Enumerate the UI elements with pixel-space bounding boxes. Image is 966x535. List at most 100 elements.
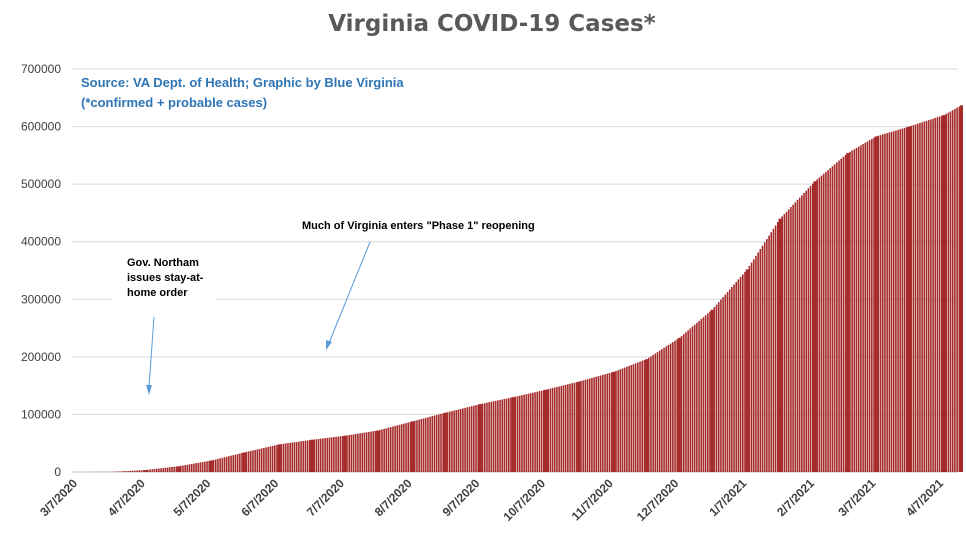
bar — [813, 181, 817, 472]
bar — [199, 462, 202, 472]
bar — [536, 391, 539, 472]
bar — [538, 391, 541, 472]
bar — [234, 454, 237, 472]
bar — [866, 141, 869, 472]
bar — [669, 343, 672, 472]
bar — [392, 426, 394, 472]
source-line-2: (*confirmed + probable cases) — [81, 95, 267, 110]
bar — [254, 449, 256, 472]
bar — [140, 470, 143, 472]
bar — [188, 464, 191, 472]
bar — [494, 400, 497, 472]
bar — [350, 434, 353, 472]
bar — [801, 195, 803, 473]
bar — [949, 111, 952, 472]
bar — [387, 427, 390, 472]
bar — [731, 286, 733, 472]
bar — [385, 428, 388, 472]
chart-title: Virginia COVID-19 Cases* — [328, 11, 655, 37]
bar — [400, 424, 403, 472]
bar — [739, 276, 742, 472]
bar — [252, 450, 254, 472]
bar — [359, 433, 361, 472]
bar — [260, 448, 263, 472]
bar — [343, 435, 347, 472]
bar — [881, 134, 884, 472]
bar — [645, 359, 649, 472]
bar — [844, 154, 847, 472]
bar — [781, 216, 783, 472]
bar — [857, 146, 860, 472]
bar — [888, 132, 891, 472]
bar — [619, 369, 622, 472]
bar — [256, 449, 259, 472]
bar — [560, 385, 563, 472]
bar — [337, 436, 340, 472]
bar — [239, 453, 241, 472]
bar — [263, 447, 265, 472]
bar — [661, 349, 663, 472]
bar — [564, 384, 567, 472]
bar — [295, 441, 298, 472]
bar — [376, 430, 380, 472]
bar — [440, 413, 442, 472]
bar — [796, 199, 799, 472]
bar — [300, 441, 302, 472]
bar — [584, 379, 587, 472]
bar — [394, 425, 396, 472]
bar — [941, 115, 943, 472]
bar — [147, 469, 149, 472]
bar — [501, 399, 504, 472]
bar — [745, 269, 749, 472]
bar — [486, 402, 488, 472]
bar — [895, 130, 897, 473]
bar — [411, 421, 415, 472]
bar — [160, 468, 162, 472]
bar — [932, 118, 934, 472]
annotation-arrow — [148, 316, 155, 388]
bar — [851, 150, 853, 473]
bar — [768, 235, 770, 472]
bar — [184, 465, 186, 472]
bar — [663, 347, 665, 472]
bar — [652, 354, 654, 472]
y-axis-ticks: 0 100000 200000 300000 400000 500000 600000 700… — [21, 62, 61, 479]
bar — [396, 425, 399, 472]
bar — [267, 446, 270, 472]
annotation-arrowhead — [326, 340, 332, 350]
bar — [221, 457, 224, 472]
bar — [208, 460, 211, 472]
bar — [138, 470, 141, 472]
bar — [571, 383, 574, 472]
bar — [510, 397, 512, 472]
bar — [284, 443, 287, 472]
bar — [744, 271, 746, 472]
bar — [588, 378, 591, 472]
bar — [803, 192, 805, 472]
bar — [306, 440, 309, 472]
bar — [525, 394, 528, 472]
bar — [322, 438, 324, 472]
bar — [127, 470, 130, 472]
bar — [505, 398, 508, 472]
bar — [672, 342, 674, 472]
bar — [667, 344, 670, 472]
bar — [242, 452, 246, 472]
bar — [499, 399, 501, 472]
bar — [599, 375, 602, 472]
bar — [173, 466, 176, 472]
bar — [335, 436, 337, 472]
bar — [468, 406, 471, 472]
bar — [527, 393, 530, 472]
bar — [722, 297, 724, 472]
bar — [470, 406, 473, 472]
bar — [707, 313, 709, 472]
bar — [720, 299, 722, 472]
bar — [511, 397, 515, 472]
bar — [643, 360, 646, 472]
bar — [897, 129, 899, 472]
annotation-line: home order — [127, 287, 188, 299]
bar — [623, 367, 626, 472]
bar — [798, 197, 801, 472]
bar — [532, 392, 534, 472]
